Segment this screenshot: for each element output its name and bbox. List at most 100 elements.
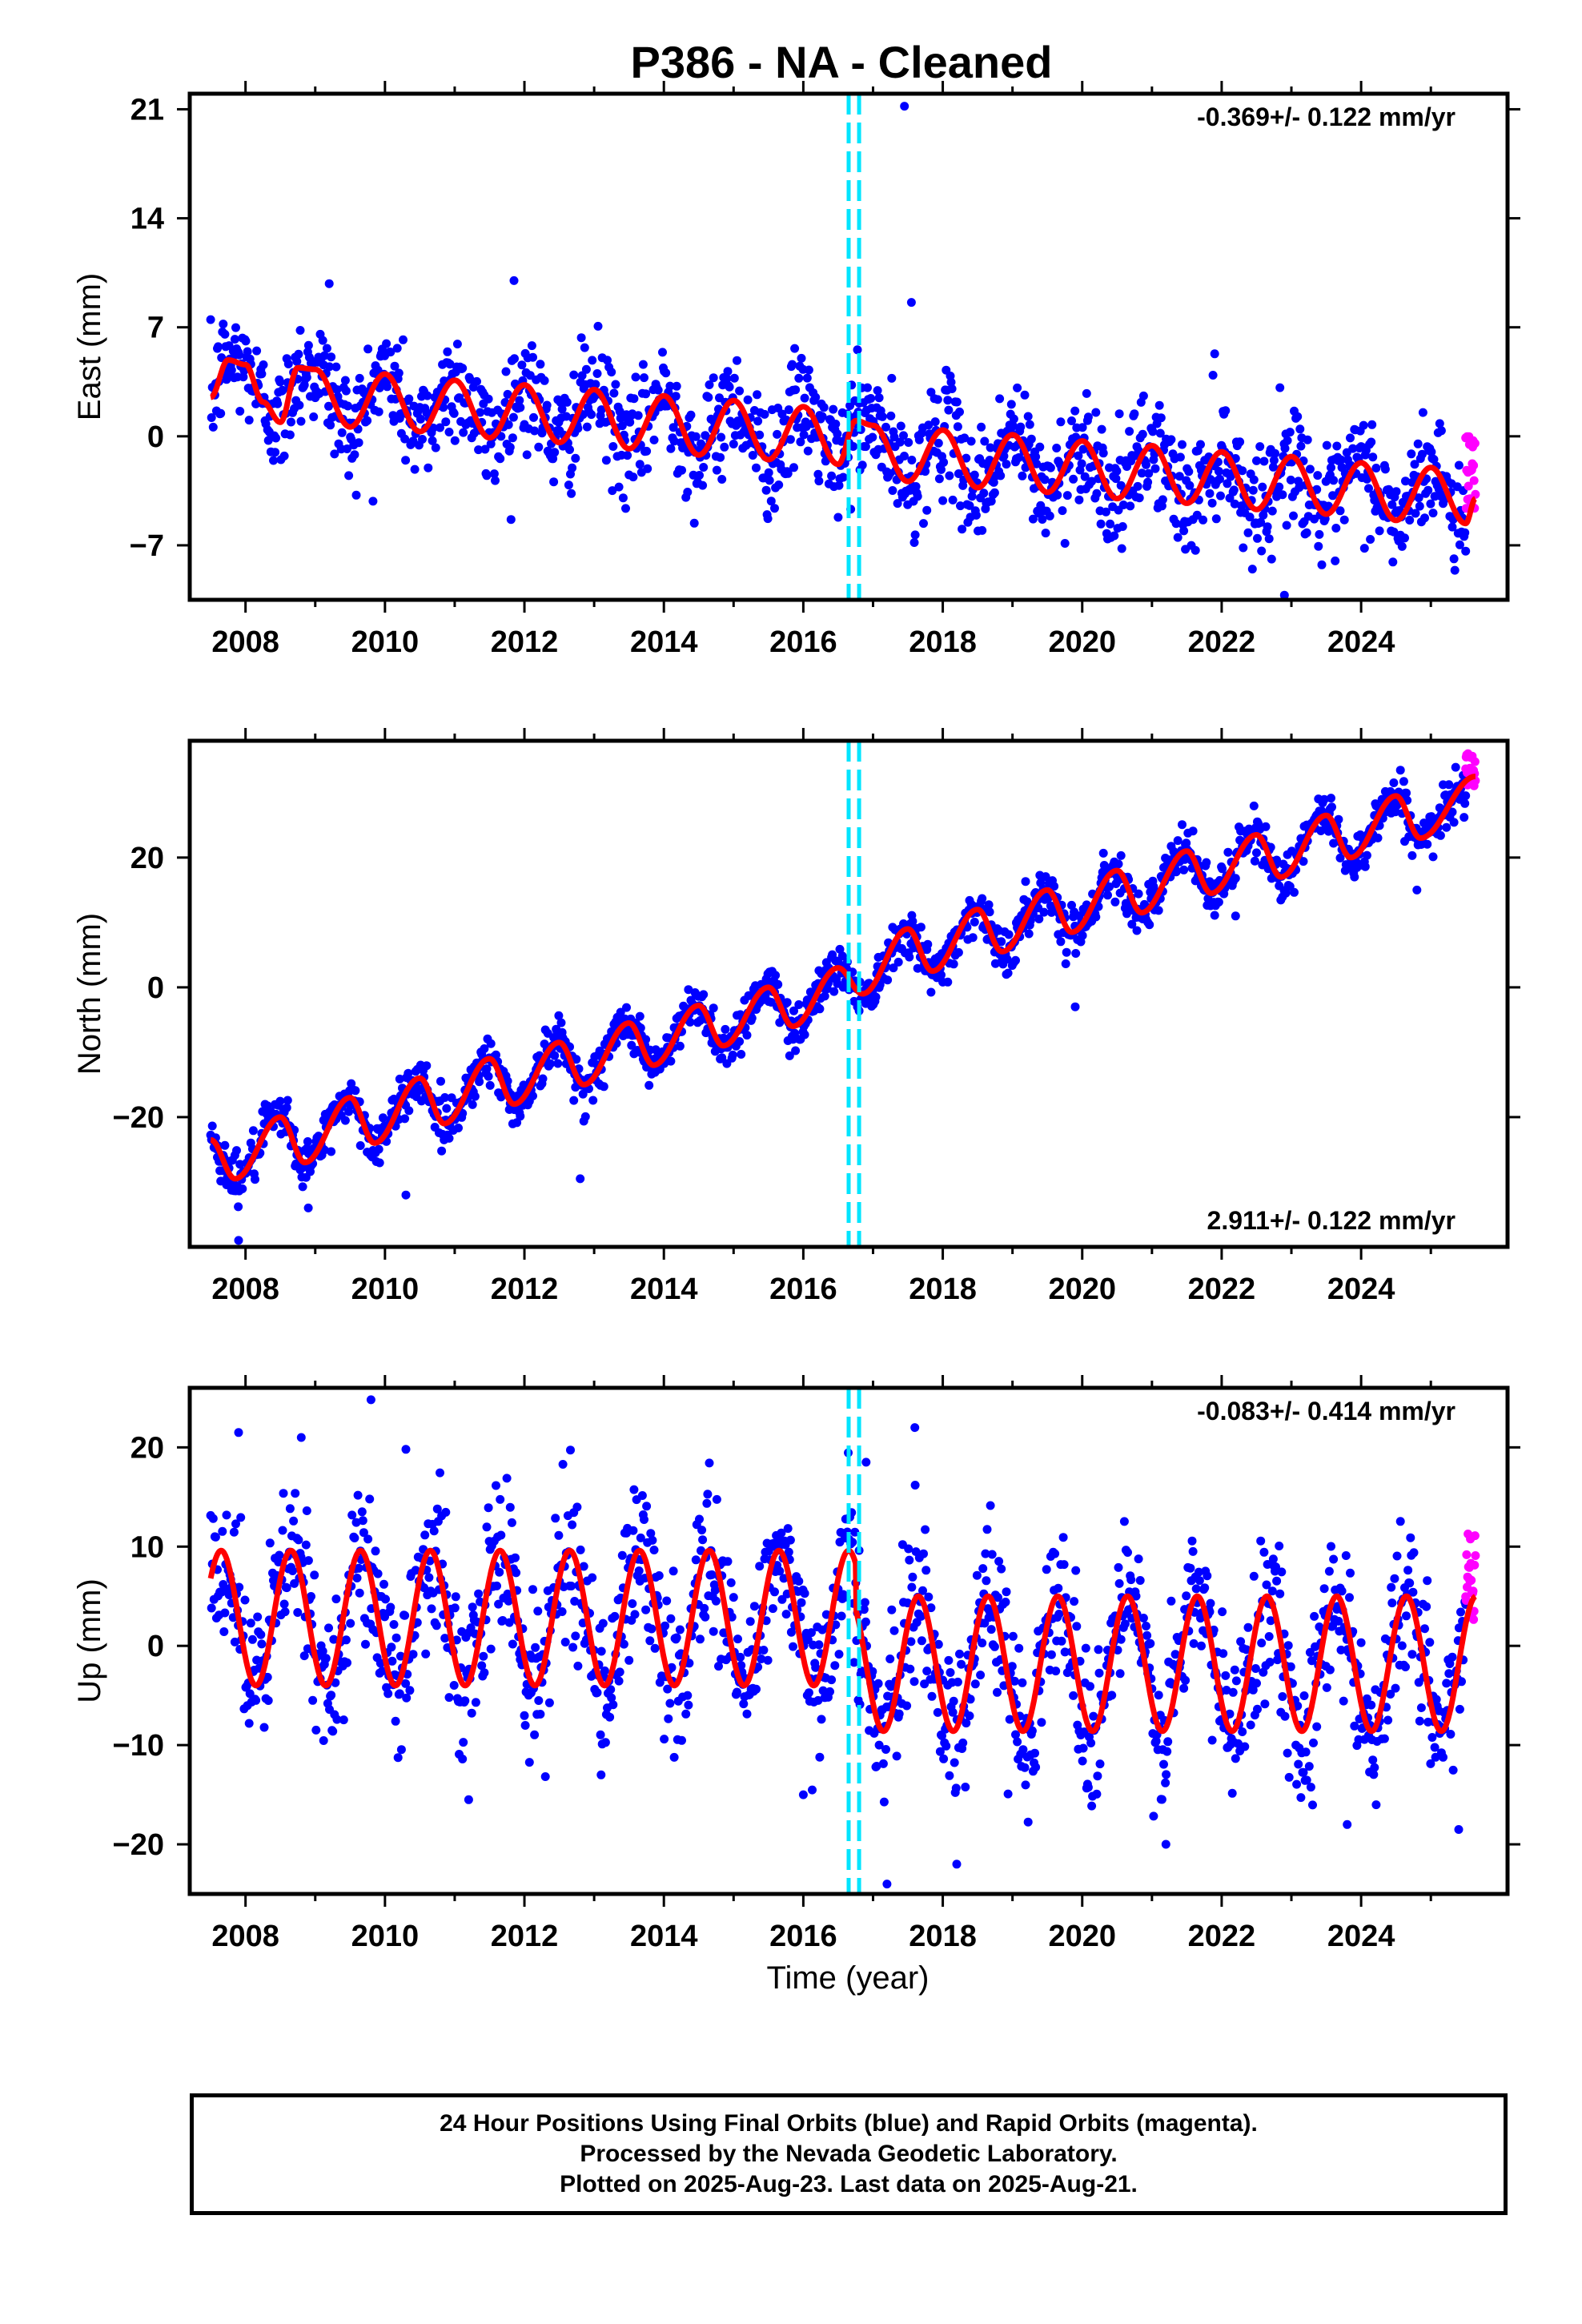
data-point — [644, 1080, 654, 1090]
data-point — [705, 1458, 714, 1468]
data-point — [393, 1753, 403, 1763]
data-point — [545, 1059, 555, 1068]
outlier-point — [303, 1203, 313, 1212]
data-point — [486, 1644, 496, 1654]
data-point — [484, 394, 493, 404]
data-point — [723, 367, 733, 376]
data-point — [308, 1695, 318, 1705]
data-point — [1267, 506, 1277, 516]
data-point — [427, 1604, 436, 1614]
data-point — [1383, 1715, 1393, 1725]
data-point — [999, 452, 1009, 460]
data-point — [293, 1608, 303, 1617]
data-point — [717, 432, 726, 442]
data-point — [965, 1711, 974, 1721]
data-point — [723, 1557, 733, 1566]
data-point — [295, 400, 304, 410]
data-point — [363, 416, 372, 425]
data-point — [1202, 858, 1211, 867]
data-point — [243, 347, 252, 356]
data-point — [1410, 460, 1419, 469]
data-point — [246, 1618, 255, 1628]
data-point — [1402, 788, 1411, 798]
data-point — [829, 404, 838, 414]
data-point — [1023, 1817, 1033, 1827]
data-point — [467, 1708, 476, 1718]
data-point — [295, 326, 305, 335]
data-point — [791, 385, 801, 395]
data-point — [733, 1687, 741, 1697]
data-point — [1249, 475, 1259, 485]
data-point — [562, 397, 572, 407]
data-point — [235, 1582, 244, 1592]
data-point — [399, 335, 408, 344]
data-point — [1272, 1576, 1282, 1586]
data-point — [1166, 435, 1176, 444]
data-point — [484, 1072, 493, 1081]
data-point — [424, 463, 433, 472]
data-point — [436, 423, 444, 432]
data-point — [815, 1752, 825, 1762]
data-point — [326, 420, 335, 430]
data-point — [637, 1491, 647, 1500]
plot-area-north — [206, 741, 1480, 1247]
data-point — [507, 1518, 516, 1527]
data-point — [560, 1638, 570, 1647]
data-point — [571, 453, 580, 463]
data-point — [437, 1146, 447, 1156]
data-point — [1261, 822, 1271, 831]
data-point — [1184, 467, 1194, 476]
data-point — [735, 1037, 745, 1046]
data-point — [967, 492, 977, 501]
data-point — [508, 433, 517, 443]
data-point — [468, 1602, 477, 1612]
data-point — [515, 396, 524, 405]
model-fit-line — [208, 774, 1478, 1182]
data-point — [572, 1502, 582, 1512]
data-point — [921, 1566, 931, 1575]
data-point — [581, 364, 591, 374]
data-point — [970, 470, 979, 480]
data-point — [1028, 514, 1038, 524]
data-point — [1389, 778, 1399, 787]
data-point — [471, 1698, 480, 1707]
data-point — [1097, 424, 1106, 434]
data-point — [230, 335, 239, 344]
data-point — [831, 420, 841, 428]
data-point — [1423, 1576, 1432, 1586]
data-point — [783, 468, 793, 478]
data-point — [683, 1691, 693, 1700]
data-point — [649, 1546, 659, 1554]
data-point — [1181, 1675, 1191, 1685]
data-point — [819, 403, 829, 412]
data-point — [703, 1490, 713, 1499]
data-point — [1284, 1772, 1294, 1782]
data-point — [874, 393, 884, 403]
data-point — [322, 344, 331, 353]
data-point — [324, 1623, 333, 1633]
data-point — [1223, 847, 1233, 857]
data-point — [608, 486, 617, 496]
data-point — [1450, 565, 1460, 575]
data-point — [274, 1558, 283, 1566]
data-point — [1379, 1734, 1389, 1743]
data-point — [834, 480, 844, 490]
data-point — [1178, 440, 1186, 449]
data-point — [1435, 419, 1444, 428]
data-point — [942, 1741, 951, 1751]
data-point — [1460, 798, 1470, 808]
x-tick-label: 2014 — [630, 625, 698, 659]
model-fit-line — [207, 1547, 1478, 1735]
data-point — [1149, 1811, 1158, 1821]
data-point — [985, 907, 994, 917]
data-point — [1295, 483, 1304, 493]
data-point — [441, 1507, 451, 1517]
data-point — [1283, 1748, 1292, 1758]
data-point — [275, 1096, 285, 1106]
data-point — [1154, 400, 1164, 410]
data-point — [702, 1498, 712, 1508]
data-point — [605, 1712, 615, 1722]
data-point — [1449, 818, 1459, 827]
data-point — [628, 1599, 637, 1608]
data-point — [400, 1114, 410, 1124]
